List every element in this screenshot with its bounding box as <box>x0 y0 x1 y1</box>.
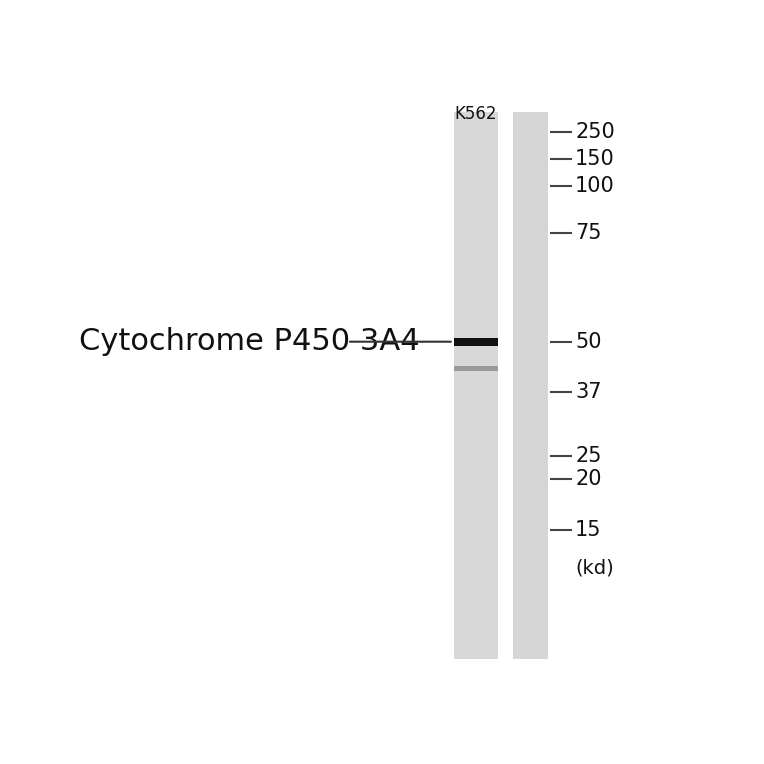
Text: 100: 100 <box>575 176 615 196</box>
Text: 25: 25 <box>575 446 601 466</box>
Text: 75: 75 <box>575 223 601 243</box>
Text: 150: 150 <box>575 149 615 170</box>
Bar <box>513 112 549 659</box>
Text: 20: 20 <box>575 469 601 489</box>
Text: K562: K562 <box>455 105 497 123</box>
Bar <box>454 112 498 659</box>
Text: 50: 50 <box>575 332 601 351</box>
Text: 15: 15 <box>575 520 601 540</box>
Bar <box>454 366 498 371</box>
Text: Cytochrome P450 3A4: Cytochrome P450 3A4 <box>79 327 419 356</box>
Text: (kd): (kd) <box>575 558 613 578</box>
Text: 250: 250 <box>575 121 615 141</box>
Text: 37: 37 <box>575 382 601 402</box>
Bar <box>454 338 498 345</box>
